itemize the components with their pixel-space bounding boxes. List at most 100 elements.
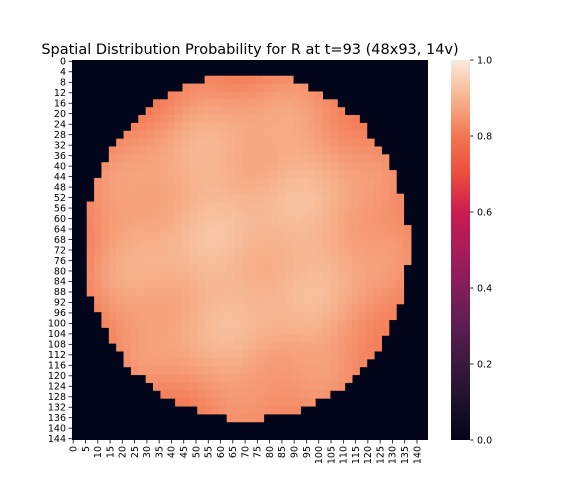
heatmap-cell bbox=[388, 311, 397, 321]
heatmap-cell bbox=[278, 295, 287, 305]
heatmap-cell bbox=[344, 209, 353, 218]
heatmap-cell bbox=[396, 193, 405, 203]
heatmap-cell bbox=[189, 319, 198, 328]
heatmap-cell bbox=[373, 335, 382, 344]
heatmap-cell bbox=[219, 248, 228, 258]
heatmap-cell bbox=[211, 295, 220, 305]
y-tick-label: 12 bbox=[54, 88, 66, 99]
heatmap-cell bbox=[307, 130, 316, 140]
heatmap-cell bbox=[108, 240, 117, 250]
heatmap-cell bbox=[285, 225, 294, 234]
heatmap-cell bbox=[270, 217, 279, 226]
heatmap-cell bbox=[329, 217, 338, 226]
heatmap-cell bbox=[123, 232, 132, 242]
colorbar bbox=[451, 60, 470, 440]
heatmap-cell bbox=[381, 280, 390, 289]
heatmap-cell bbox=[234, 107, 243, 116]
heatmap-cell bbox=[300, 311, 309, 321]
heatmap-cell bbox=[226, 343, 235, 352]
heatmap-cell bbox=[197, 374, 206, 383]
heatmap-cell bbox=[130, 170, 139, 179]
heatmap-cell bbox=[388, 209, 397, 218]
heatmap-cell bbox=[263, 390, 272, 399]
heatmap-cell bbox=[337, 138, 346, 148]
heatmap-cell bbox=[123, 311, 132, 321]
heatmap-cell bbox=[226, 130, 235, 140]
x-tick-label: 55 bbox=[204, 446, 215, 458]
heatmap-cell bbox=[145, 146, 154, 155]
heatmap-cell bbox=[292, 303, 301, 313]
heatmap-cell bbox=[123, 343, 132, 352]
heatmap-cell bbox=[197, 264, 206, 273]
heatmap-cell bbox=[226, 382, 235, 391]
heatmap-cell bbox=[292, 162, 301, 171]
heatmap-cell bbox=[234, 185, 243, 195]
heatmap-cell bbox=[234, 358, 243, 368]
heatmap-cell bbox=[167, 91, 176, 100]
heatmap-cell bbox=[175, 335, 184, 344]
y-tick-label: 132 bbox=[48, 403, 66, 414]
heatmap-cell bbox=[153, 240, 161, 250]
heatmap-cell bbox=[307, 240, 316, 250]
heatmap-cell bbox=[263, 107, 272, 116]
heatmap-cell bbox=[175, 350, 184, 360]
y-tick-label: 124 bbox=[48, 382, 66, 393]
heatmap-cell bbox=[160, 185, 169, 195]
heatmap-cell bbox=[270, 99, 279, 108]
heatmap-cell bbox=[219, 83, 228, 93]
heatmap-cell bbox=[373, 201, 382, 210]
heatmap-cell bbox=[189, 162, 198, 171]
heatmap-cell bbox=[285, 335, 294, 344]
heatmap-cell bbox=[234, 335, 243, 344]
heatmap-cell bbox=[189, 185, 198, 195]
heatmap-cell bbox=[285, 303, 294, 313]
heatmap-cell bbox=[138, 311, 147, 321]
heatmap-cell bbox=[292, 398, 301, 407]
heatmap-cell bbox=[204, 295, 213, 305]
heatmap-cell bbox=[322, 170, 331, 179]
heatmap-cell bbox=[315, 115, 324, 124]
heatmap-cell bbox=[307, 115, 316, 124]
heatmap-cell bbox=[116, 303, 125, 313]
heatmap-cell bbox=[123, 335, 132, 344]
heatmap-cell bbox=[285, 248, 294, 258]
heatmap-cell bbox=[359, 162, 368, 171]
heatmap-cell bbox=[182, 107, 191, 116]
heatmap-cell bbox=[381, 240, 390, 250]
heatmap-cell bbox=[226, 280, 235, 289]
heatmap-cell bbox=[366, 295, 375, 305]
heatmap-cell bbox=[278, 201, 287, 210]
heatmap-cell bbox=[337, 217, 346, 226]
heatmap-cell bbox=[256, 295, 265, 305]
heatmap-cell bbox=[153, 201, 161, 210]
heatmap-cell bbox=[241, 209, 250, 218]
heatmap-cell bbox=[108, 225, 117, 234]
heatmap-cell bbox=[189, 99, 198, 108]
heatmap-cell bbox=[373, 162, 382, 171]
heatmap-cell bbox=[211, 303, 220, 313]
heatmap-cell bbox=[278, 405, 287, 415]
heatmap-cell bbox=[403, 240, 412, 250]
heatmap-cell bbox=[278, 115, 287, 124]
y-tick-label: 52 bbox=[54, 193, 66, 204]
heatmap-cell bbox=[211, 162, 220, 171]
heatmap-cell bbox=[351, 225, 360, 234]
heatmap-cell bbox=[278, 264, 287, 273]
heatmap-cell bbox=[153, 99, 161, 108]
heatmap-cell bbox=[130, 319, 139, 328]
heatmap-cell bbox=[256, 217, 265, 226]
heatmap-cell bbox=[270, 311, 279, 321]
heatmap-cell bbox=[359, 327, 368, 336]
heatmap-cell bbox=[153, 107, 161, 116]
heatmap-cell bbox=[315, 272, 324, 281]
heatmap-cell bbox=[123, 280, 132, 289]
heatmap-cell bbox=[263, 374, 272, 383]
heatmap-cell bbox=[241, 272, 250, 281]
heatmap-cell bbox=[189, 382, 198, 391]
heatmap-cell bbox=[381, 177, 390, 187]
heatmap-cell bbox=[278, 122, 287, 132]
heatmap-cell bbox=[234, 201, 243, 210]
heatmap-cell bbox=[130, 343, 139, 352]
heatmap-cell bbox=[396, 256, 405, 266]
heatmap-cell bbox=[160, 209, 169, 218]
